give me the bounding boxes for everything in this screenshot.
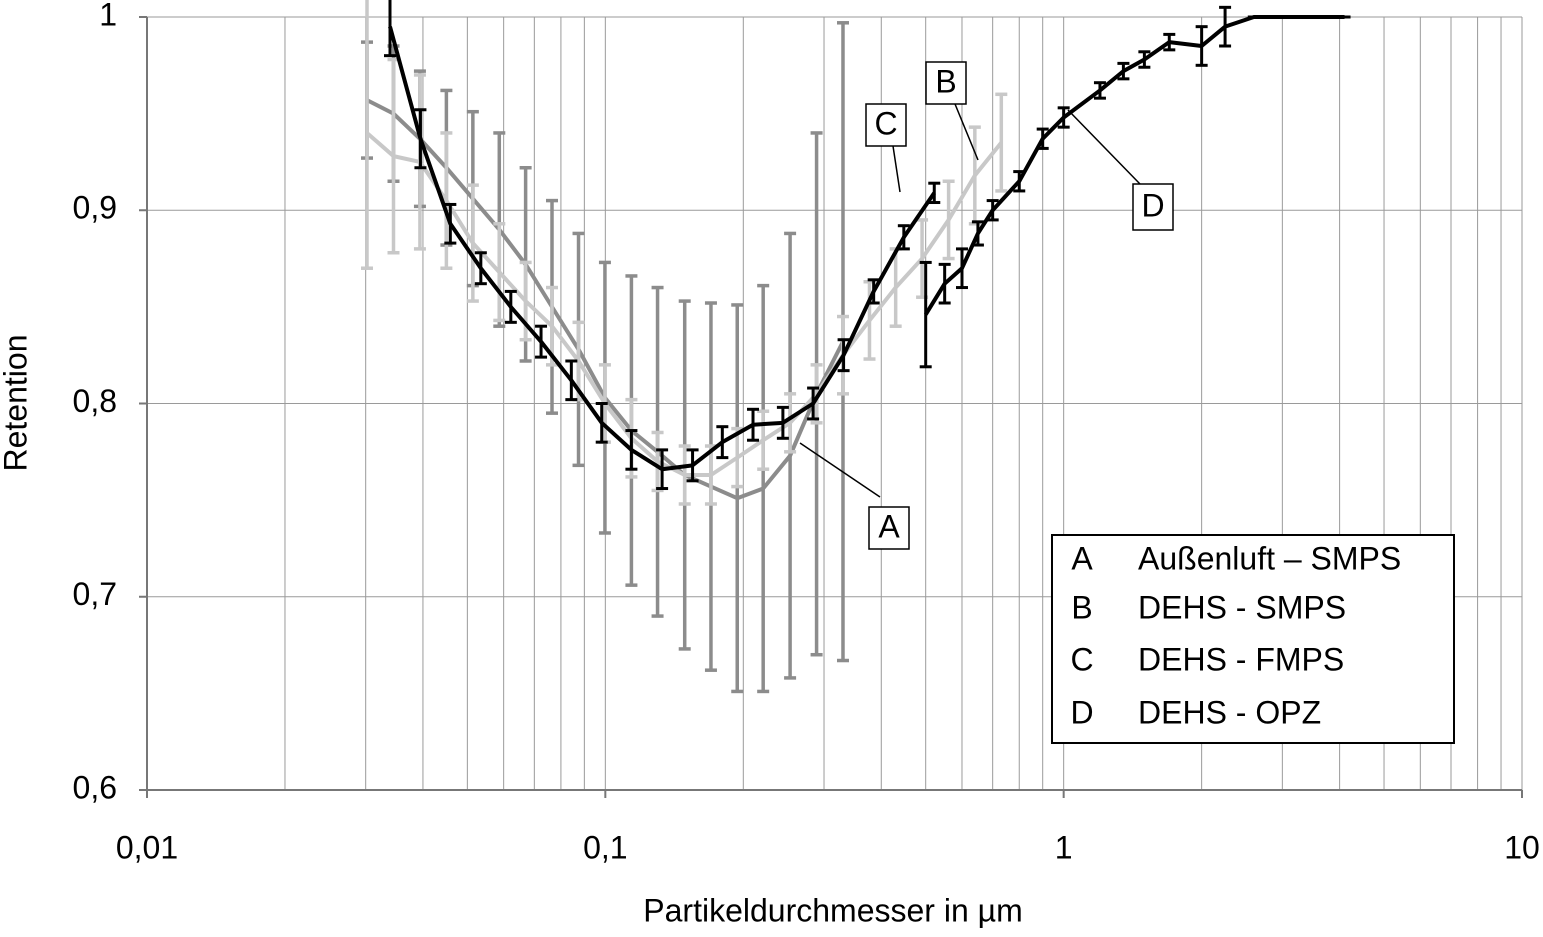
x-tick-label: 10 (1504, 829, 1540, 865)
series (384, 0, 941, 491)
legend-key: D (1070, 694, 1093, 730)
legend-label: DEHS - SMPS (1138, 589, 1346, 625)
x-tick-label: 1 (1055, 829, 1073, 865)
x-tick-label: 0,01 (116, 829, 178, 865)
y-tick-label: 1 (99, 0, 117, 32)
callout-box (1132, 183, 1174, 231)
y-tick-label: 0,8 (73, 383, 117, 419)
legend-key: A (1071, 540, 1093, 576)
callout-line (954, 103, 979, 161)
series-line (388, 26, 936, 472)
x-axis-title: Partikeldurchmesser in µm (643, 892, 1022, 928)
y-tick-label: 0,6 (73, 769, 117, 805)
callout-label: D (1141, 187, 1164, 223)
y-axis-title: Retention (0, 335, 33, 472)
callout-label: C (874, 105, 897, 141)
callout-box (925, 61, 967, 105)
legend-label: DEHS - FMPS (1138, 641, 1344, 677)
callout-label: B (935, 63, 956, 99)
legend-box (1051, 534, 1455, 744)
plot-area (361, 0, 1351, 694)
series (919, 5, 1351, 369)
y-tick-label: 0,9 (73, 190, 117, 226)
legend-key: B (1071, 589, 1092, 625)
series-line (365, 131, 1003, 478)
callout-box (865, 103, 907, 147)
callout-line (892, 145, 901, 193)
callout-label: A (878, 508, 900, 544)
x-tick-label: 0,1 (583, 829, 627, 865)
series-line (923, 15, 1345, 316)
callout-line (1067, 109, 1141, 185)
callout-box (868, 506, 910, 550)
callout-line (799, 442, 881, 498)
legend-label: DEHS - OPZ (1138, 694, 1321, 730)
y-tick-label: 0,7 (73, 576, 117, 612)
legend-label: Außenluft – SMPS (1138, 540, 1401, 576)
legend-key: C (1070, 641, 1093, 677)
